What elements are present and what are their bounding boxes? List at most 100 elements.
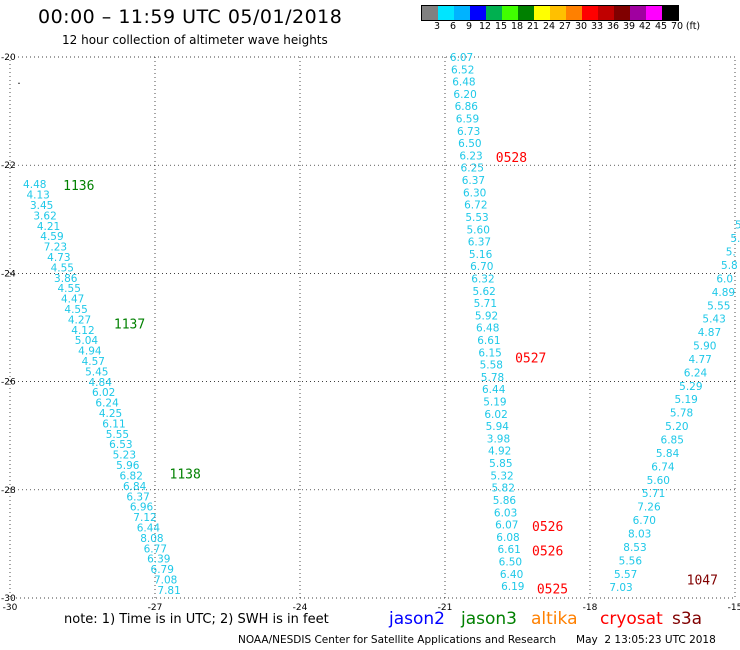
wave-height-value: 4.55 — [58, 283, 81, 295]
wave-height-value: 6.72 — [464, 200, 487, 212]
wave-height-value: 6.19 — [501, 581, 524, 593]
wave-height-value: 5.60 — [647, 475, 670, 487]
colorbar-label: 27 — [558, 21, 572, 32]
wave-height-value: 5.84 — [656, 448, 680, 460]
wave-height-value: 5.96 — [116, 460, 140, 472]
colorbar-swatch — [422, 6, 438, 20]
colorbar-label: 21 — [526, 21, 540, 32]
wave-height-value: 5.55 — [707, 300, 730, 312]
wave-height-value: 7.23 — [44, 242, 67, 254]
wave-height-value: 8.08 — [140, 533, 163, 545]
wave-height-value: 6.70 — [633, 515, 656, 527]
wave-height-value: 6.48 — [452, 77, 475, 89]
wave-height-value: 4.27 — [68, 314, 91, 326]
wave-height-value: 6.20 — [453, 89, 476, 101]
satellite-cryosat: cryosat — [600, 609, 663, 629]
wave-height-value: 5.23 — [113, 450, 136, 462]
colorbar-label: 15 — [494, 21, 508, 32]
wave-height-value: 4.87 — [698, 327, 721, 339]
wave-height-value: 6.85 — [661, 435, 684, 447]
wave-height-value: 7.26 — [637, 502, 661, 514]
wave-height-value: 8.53 — [623, 542, 646, 554]
wave-height-value: 6.70 — [470, 261, 493, 273]
wave-height-value: 5.78 — [481, 372, 504, 384]
wave-height-value: 5.62 — [472, 286, 495, 298]
wave-height-value: 6.23 — [459, 150, 482, 162]
y-tick-label: -22 — [1, 161, 16, 171]
wave-height-value: 6.02 — [484, 409, 507, 421]
wave-height-value: 5.71 — [642, 488, 665, 500]
colorbar-swatch — [534, 6, 550, 20]
satellite-s3a: s3a — [672, 609, 703, 629]
wave-height-value: 5.19 — [674, 394, 697, 406]
pass-time-label: 0526 — [532, 520, 563, 535]
colorbar-swatch — [614, 6, 630, 20]
wave-height-value: 5.53 — [465, 212, 488, 224]
wave-height-value: 4.94 — [78, 346, 102, 358]
wave-height-value: 6.24 — [684, 367, 708, 379]
wave-height-value: 6.24 — [95, 398, 119, 410]
wave-height-value: 5.32 — [490, 470, 513, 482]
x-tick-label: -24 — [293, 603, 308, 613]
wave-height-value: 6.07 — [450, 52, 473, 64]
colorbar-swatch — [630, 6, 646, 20]
wave-height-value: 6.39 — [147, 554, 170, 566]
satellite-altika: altika — [531, 609, 578, 629]
wave-height-value: 6.50 — [458, 138, 481, 150]
colorbar-swatch — [470, 6, 486, 20]
colorbar-label: 9 — [465, 21, 473, 32]
wave-height-value: 5.82 — [492, 483, 515, 495]
wave-height-value: 7.08 — [154, 574, 177, 586]
colorbar-swatch — [486, 6, 502, 20]
colorbar-label: 45 — [654, 21, 668, 32]
colorbar-label: 24 — [542, 21, 556, 32]
credit-line: NOAA/NESDIS Center for Satellite Applica… — [238, 634, 716, 646]
wave-height-value: 3.62 — [33, 210, 56, 222]
wave-height-value: 6.96 — [130, 502, 154, 514]
colorbar-swatch — [598, 6, 614, 20]
wave-height-value: 6.02 — [92, 387, 115, 399]
wave-height-value: 4.13 — [26, 190, 49, 202]
wave-height-value: 6.11 — [102, 418, 125, 430]
wave-height-value: 6.84 — [123, 481, 147, 493]
wave-height-value: 5.45 — [85, 366, 108, 378]
wave-height-value: 5.92 — [475, 310, 498, 322]
wave-height-value: 5.78 — [670, 408, 693, 420]
pass-time-label: 1047 — [687, 574, 718, 589]
pass-time-label: 0526 — [532, 544, 563, 559]
y-tick-label: -26 — [1, 378, 16, 388]
wave-height-value: 5. — [735, 220, 740, 232]
x-tick-label: -18 — [583, 603, 598, 613]
colorbar-swatch — [454, 6, 470, 20]
wave-height-value: 6.40 — [500, 569, 523, 581]
colorbar-swatch — [646, 6, 662, 20]
wave-height-value: 5.20 — [665, 421, 688, 433]
wave-height-value: 6.50 — [499, 556, 522, 568]
wave-height-value: 5.71 — [474, 298, 497, 310]
x-tick-label: -21 — [438, 603, 453, 613]
pass-time-label: 0528 — [496, 151, 527, 166]
wave-height-value: 6.61 — [477, 335, 500, 347]
wave-height-value: 4.57 — [82, 356, 105, 368]
y-tick-label: -20 — [1, 53, 16, 63]
x-tick-label: -15 — [728, 603, 740, 613]
wave-height-value: 6.82 — [120, 470, 143, 482]
wave-height-value: 6.15 — [478, 347, 501, 359]
wave-height-value: 6.07 — [495, 520, 518, 532]
pass-time-label: 1138 — [170, 468, 201, 483]
wave-height-value: 6.44 — [137, 522, 161, 534]
wave-height-value: 4.59 — [40, 231, 63, 243]
wave-height-value: 5. — [730, 233, 740, 245]
wave-height-value: 3.86 — [54, 273, 78, 285]
colorbar-swatch — [502, 6, 518, 20]
wave-height-value: 3.98 — [487, 433, 510, 445]
y-tick-label: -24 — [1, 269, 16, 279]
wave-height-value: 4.73 — [47, 252, 70, 264]
wave-height-colorbar — [421, 5, 679, 21]
colorbar-label: 33 — [590, 21, 604, 32]
wave-height-value: 6.32 — [471, 273, 494, 285]
colorbar-label: 6 — [449, 21, 457, 32]
colorbar-swatch — [518, 6, 534, 20]
stray-mark: . — [17, 74, 21, 87]
